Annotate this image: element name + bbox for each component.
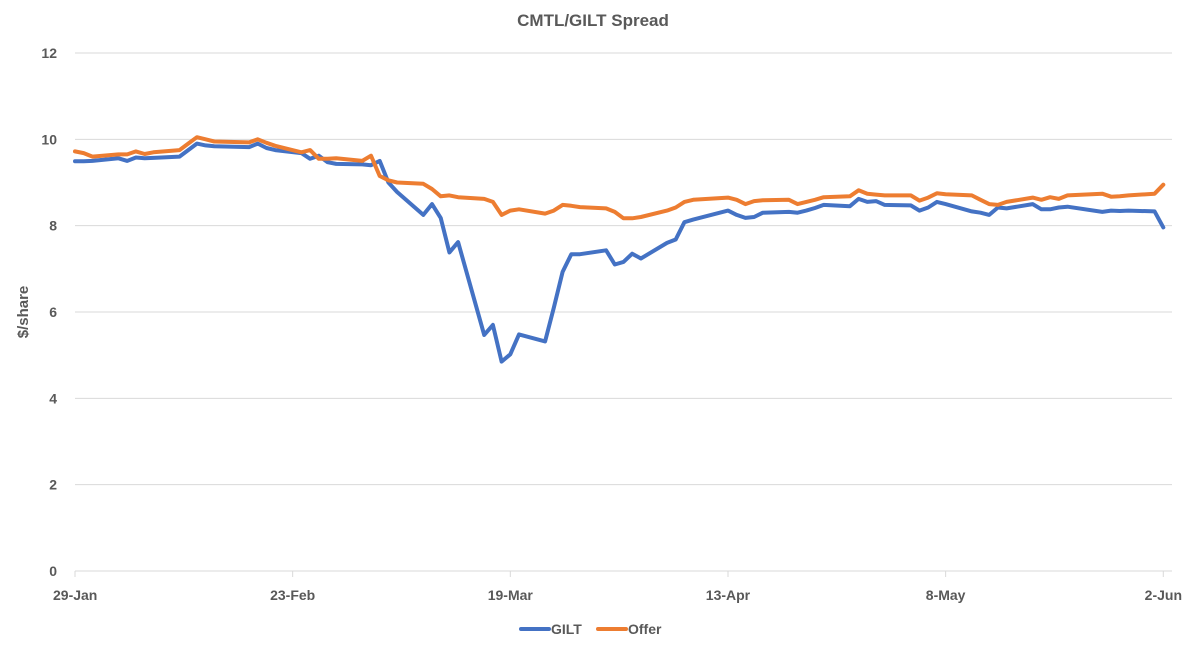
gridlines: [75, 52, 1172, 486]
x-tick-label: 2-Jun: [1145, 587, 1182, 603]
y-tick-label: 12: [41, 45, 57, 61]
y-axis-ticks: 0 2 4 6 8 10 12: [41, 45, 57, 579]
x-axis-ticks: 29-Jan 23-Feb 19-Mar 13-Apr 8-May 2-Jun: [53, 571, 1182, 603]
legend-label-offer: Offer: [628, 621, 662, 637]
y-tick-label: 0: [49, 563, 57, 579]
y-tick-label: 8: [49, 218, 57, 234]
y-tick-label: 4: [49, 390, 57, 406]
series-line-gilt: [73, 141, 1166, 364]
x-tick-label: 8-May: [926, 587, 966, 603]
y-tick-label: 6: [49, 304, 57, 320]
x-tick-label: 29-Jan: [53, 587, 97, 603]
legend-label-gilt: GILT: [551, 621, 582, 637]
y-tick-label: 2: [49, 477, 57, 493]
x-tick-label: 19-Mar: [488, 587, 534, 603]
y-tick-label: 10: [41, 131, 57, 147]
series-lines: [73, 135, 1166, 364]
legend: GILT Offer: [519, 621, 662, 637]
series-line-offer: [73, 135, 1166, 221]
y-axis-label: $/share: [15, 286, 32, 339]
chart-title: CMTL/GILT Spread: [517, 11, 669, 30]
x-tick-label: 23-Feb: [270, 587, 315, 603]
x-tick-label: 13-Apr: [706, 587, 751, 603]
